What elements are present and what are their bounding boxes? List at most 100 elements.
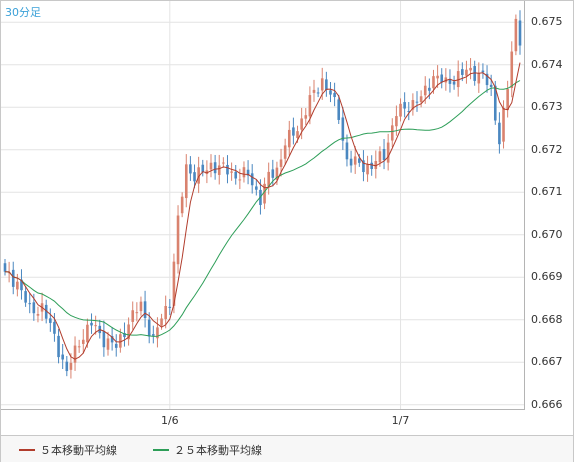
- candle-body: [197, 167, 200, 184]
- candle-body: [395, 116, 398, 127]
- candle-body: [456, 71, 460, 88]
- candle-body: [242, 167, 246, 178]
- y-tick-label: 0.670: [531, 227, 563, 241]
- candle-body: [374, 161, 378, 169]
- y-tick-label: 0.672: [531, 142, 563, 156]
- y-tick-label: 0.669: [531, 270, 563, 284]
- candle-body: [147, 319, 151, 337]
- ma5-swatch: [19, 449, 35, 451]
- candle-body: [217, 165, 221, 175]
- candle-body: [168, 306, 172, 308]
- y-tick-label: 0.674: [531, 57, 563, 71]
- candle-body: [518, 20, 522, 46]
- candle-body: [329, 90, 332, 95]
- candle-body: [94, 325, 97, 327]
- candle-body: [481, 70, 485, 73]
- candle-body: [180, 196, 184, 214]
- candle-body: [77, 346, 81, 348]
- candle-body: [3, 263, 7, 272]
- candle-body: [271, 169, 275, 178]
- candle-body: [102, 331, 106, 348]
- ma25-swatch: [153, 449, 169, 451]
- candle-body: [135, 312, 139, 314]
- candle-body: [184, 164, 188, 199]
- candle-body: [11, 269, 15, 287]
- candle-body: [65, 361, 69, 372]
- candle-body: [20, 279, 23, 291]
- candle-body: [341, 117, 345, 141]
- candle-body: [308, 95, 312, 117]
- candle-body: [506, 89, 509, 111]
- candle-body: [378, 151, 382, 163]
- candle-body: [498, 122, 501, 145]
- candle-body: [349, 158, 353, 166]
- candle-body: [267, 171, 270, 187]
- candle-body: [205, 170, 209, 175]
- candle-body: [469, 67, 472, 71]
- candle-body: [304, 115, 308, 119]
- candle-body: [119, 334, 122, 348]
- candle-body: [131, 310, 135, 322]
- candle-body: [444, 77, 448, 83]
- candle-body: [143, 301, 147, 318]
- candle-body: [32, 302, 36, 314]
- candle-body: [90, 322, 93, 326]
- candle-body: [226, 164, 229, 175]
- candle-body: [296, 131, 299, 138]
- candle-body: [399, 103, 402, 117]
- candle-body: [213, 162, 217, 174]
- candle-body: [292, 127, 295, 136]
- candle-body: [390, 125, 394, 141]
- candle-body: [152, 334, 155, 336]
- y-tick-label: 0.675: [531, 15, 563, 29]
- candle-body: [16, 281, 19, 290]
- x-tick-label: 1/7: [391, 414, 410, 427]
- candle-body: [110, 336, 114, 343]
- candle-body: [502, 107, 505, 142]
- candle-body: [127, 324, 130, 340]
- candle-body: [353, 156, 357, 165]
- candle-body: [333, 92, 336, 98]
- candle-body: [403, 102, 406, 109]
- candle-body: [300, 118, 303, 130]
- candle-body: [49, 318, 52, 323]
- candle-body: [279, 159, 283, 167]
- candle-body: [316, 92, 320, 94]
- candle-body: [407, 111, 411, 113]
- candle-body: [337, 99, 341, 120]
- candle-body: [312, 89, 316, 93]
- candle-body: [230, 171, 233, 173]
- y-tick-label: 0.666: [531, 397, 563, 411]
- candle-body: [415, 101, 419, 103]
- candle-body: [81, 339, 85, 344]
- candle-body: [473, 66, 476, 81]
- candle-body: [106, 338, 110, 350]
- candle-body: [432, 76, 435, 89]
- candle-body: [246, 169, 250, 176]
- candle-body: [411, 100, 415, 110]
- candle-body: [489, 84, 493, 87]
- candle-body: [386, 142, 390, 163]
- candle-body: [275, 167, 279, 180]
- candle-body: [477, 72, 481, 84]
- candle-body: [189, 164, 192, 174]
- candle-body: [234, 171, 238, 179]
- candle-body: [362, 160, 365, 173]
- y-tick-label: 0.673: [531, 100, 563, 114]
- plot-area: [1, 1, 525, 410]
- candle-body: [193, 172, 196, 182]
- ma5-line: [4, 62, 521, 360]
- candle-body: [436, 75, 439, 79]
- y-tick-label: 0.668: [531, 312, 563, 326]
- candle-body: [176, 215, 180, 265]
- candle-body: [510, 51, 514, 88]
- candle-body: [358, 158, 361, 163]
- y-tick-label: 0.667: [531, 355, 563, 369]
- candle-body: [69, 362, 73, 370]
- candle-body: [201, 164, 205, 173]
- candle-body: [283, 145, 287, 159]
- candle-body: [156, 327, 159, 339]
- candle-body: [164, 305, 167, 319]
- candle-body: [287, 129, 291, 148]
